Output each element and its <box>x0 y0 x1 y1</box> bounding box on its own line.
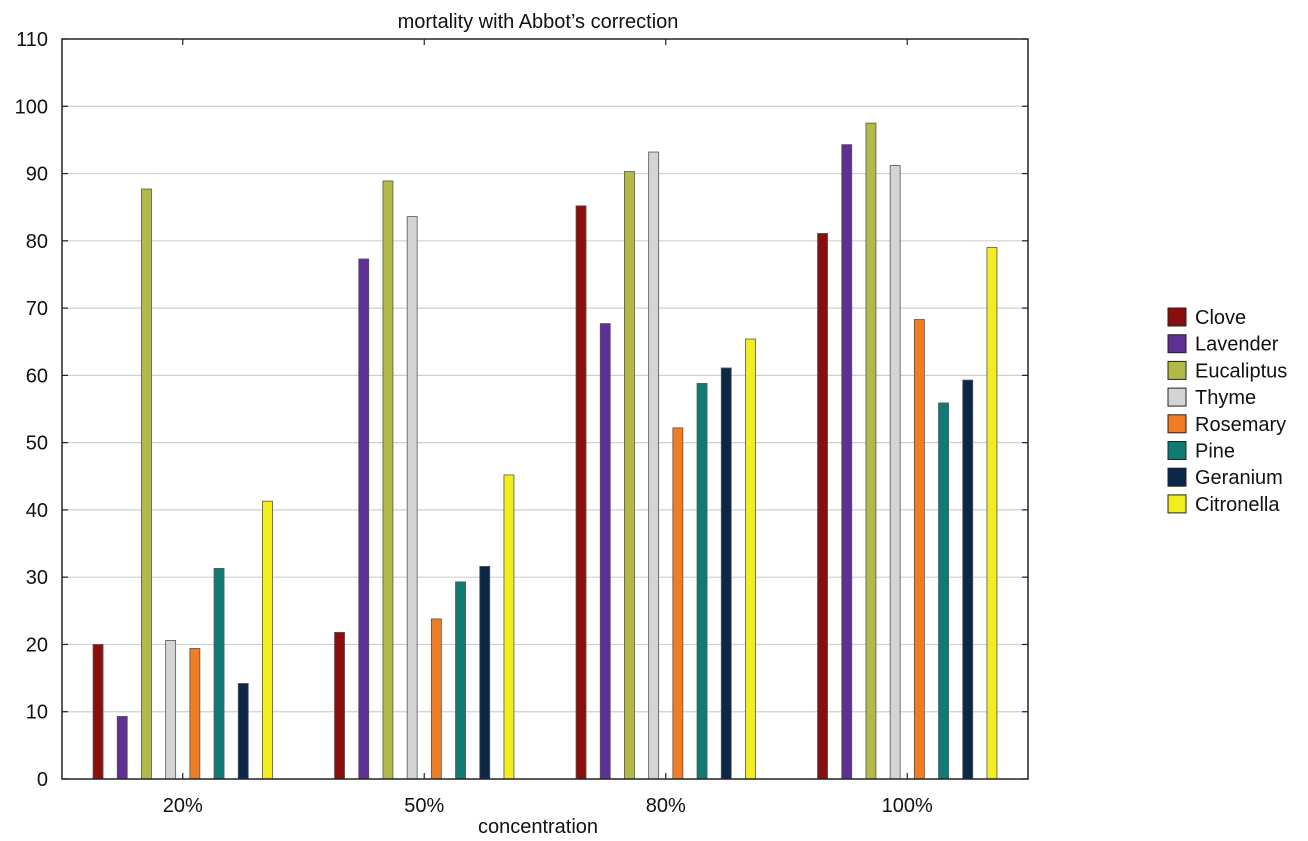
bar-lavender-80pct <box>599 323 611 780</box>
bar-eucaliptus-80pct <box>624 171 635 780</box>
bar-thyme-80pct <box>648 151 660 780</box>
bar-geranium-20pct <box>237 683 249 780</box>
axis-ticks <box>62 38 1028 780</box>
y-tick-label: 50 <box>26 433 48 455</box>
bar-geranium-50pct <box>479 566 491 780</box>
y-tick-labels: 0 10 20 30 40 50 60 70 80 90 100 110 <box>15 29 48 791</box>
legend-label-clove: Clove <box>1195 307 1246 329</box>
x-tick-label: 80% <box>646 795 686 817</box>
bar-lavender-100pct <box>841 144 853 780</box>
bar-pine-100pct <box>938 402 949 780</box>
legend-label-lavender: Lavender <box>1195 334 1279 356</box>
bar-clove-80pct <box>575 205 587 780</box>
legend-swatch-eucaliptus <box>1167 360 1187 380</box>
legend: Clove Lavender Eucaliptus Thyme Rosemary Pine… <box>1167 307 1287 516</box>
bar-pine-80pct <box>696 383 708 780</box>
legend-label-pine: Pine <box>1195 441 1235 463</box>
bar-lavender-50pct <box>358 258 370 780</box>
chart-title: mortality with Abbot’s correction <box>398 11 679 33</box>
bar-rosemary-80pct <box>672 427 684 780</box>
bar-eucaliptus-100pct <box>865 122 877 780</box>
legend-label-geranium: Geranium <box>1195 467 1283 489</box>
bar-geranium-80pct <box>720 367 732 780</box>
y-tick-label: 80 <box>26 231 48 253</box>
x-axis-label: concentration <box>478 816 598 836</box>
x-tick-labels: 20% 50% 80% 100% <box>163 795 933 817</box>
bar-rosemary-100pct <box>913 319 925 780</box>
bar-pine-50pct <box>455 581 466 780</box>
bar-lavender-20pct <box>116 716 128 780</box>
y-tick-label: 100 <box>15 96 48 118</box>
bar-rosemary-20pct <box>189 648 201 780</box>
bar-clove-100pct <box>817 233 828 780</box>
legend-swatch-lavender <box>1167 334 1187 354</box>
legend-swatch-clove <box>1167 307 1187 327</box>
grid-lines <box>62 105 1028 713</box>
legend-label-thyme: Thyme <box>1195 387 1256 409</box>
bar-thyme-100pct <box>889 165 901 780</box>
bar-thyme-50pct <box>406 216 418 780</box>
y-tick-label: 30 <box>26 567 48 589</box>
bar-thyme-20pct <box>165 640 177 780</box>
x-tick-label: 20% <box>163 795 203 817</box>
bar-clove-50pct <box>334 631 345 780</box>
bar-rosemary-50pct <box>430 618 442 780</box>
y-tick-label: 20 <box>26 634 48 656</box>
y-tick-label: 90 <box>26 164 48 186</box>
y-tick-label: 40 <box>26 500 48 522</box>
bar-citronella-20pct <box>262 500 273 780</box>
bar-clove-20pct <box>92 644 104 780</box>
bar-citronella-80pct <box>745 338 756 780</box>
legend-swatch-thyme <box>1167 387 1187 407</box>
y-tick-label: 110 <box>16 29 48 51</box>
x-tick-label: 50% <box>404 795 444 817</box>
legend-label-eucaliptus: Eucaliptus <box>1195 360 1287 382</box>
legend-swatch-rosemary <box>1167 414 1187 434</box>
bars <box>92 122 998 780</box>
bar-eucaliptus-50pct <box>382 180 394 780</box>
y-tick-label: 10 <box>26 702 48 724</box>
legend-swatch-citronella <box>1167 494 1187 514</box>
bar-geranium-100pct <box>962 379 974 780</box>
bar-pine-20pct <box>213 568 225 780</box>
legend-swatch-geranium <box>1167 467 1187 487</box>
y-tick-label: 60 <box>26 365 48 387</box>
y-tick-label: 70 <box>26 298 48 320</box>
y-tick-label: 0 <box>37 769 48 791</box>
bar-eucaliptus-20pct <box>141 188 152 780</box>
bar-citronella-100pct <box>986 247 998 780</box>
legend-swatch-pine <box>1167 441 1187 460</box>
bar-citronella-50pct <box>503 474 515 780</box>
legend-label-rosemary: Rosemary <box>1195 414 1286 436</box>
plot-frame <box>61 38 1029 780</box>
legend-label-citronella: Citronella <box>1195 494 1280 516</box>
x-tick-label: 100% <box>882 795 933 817</box>
